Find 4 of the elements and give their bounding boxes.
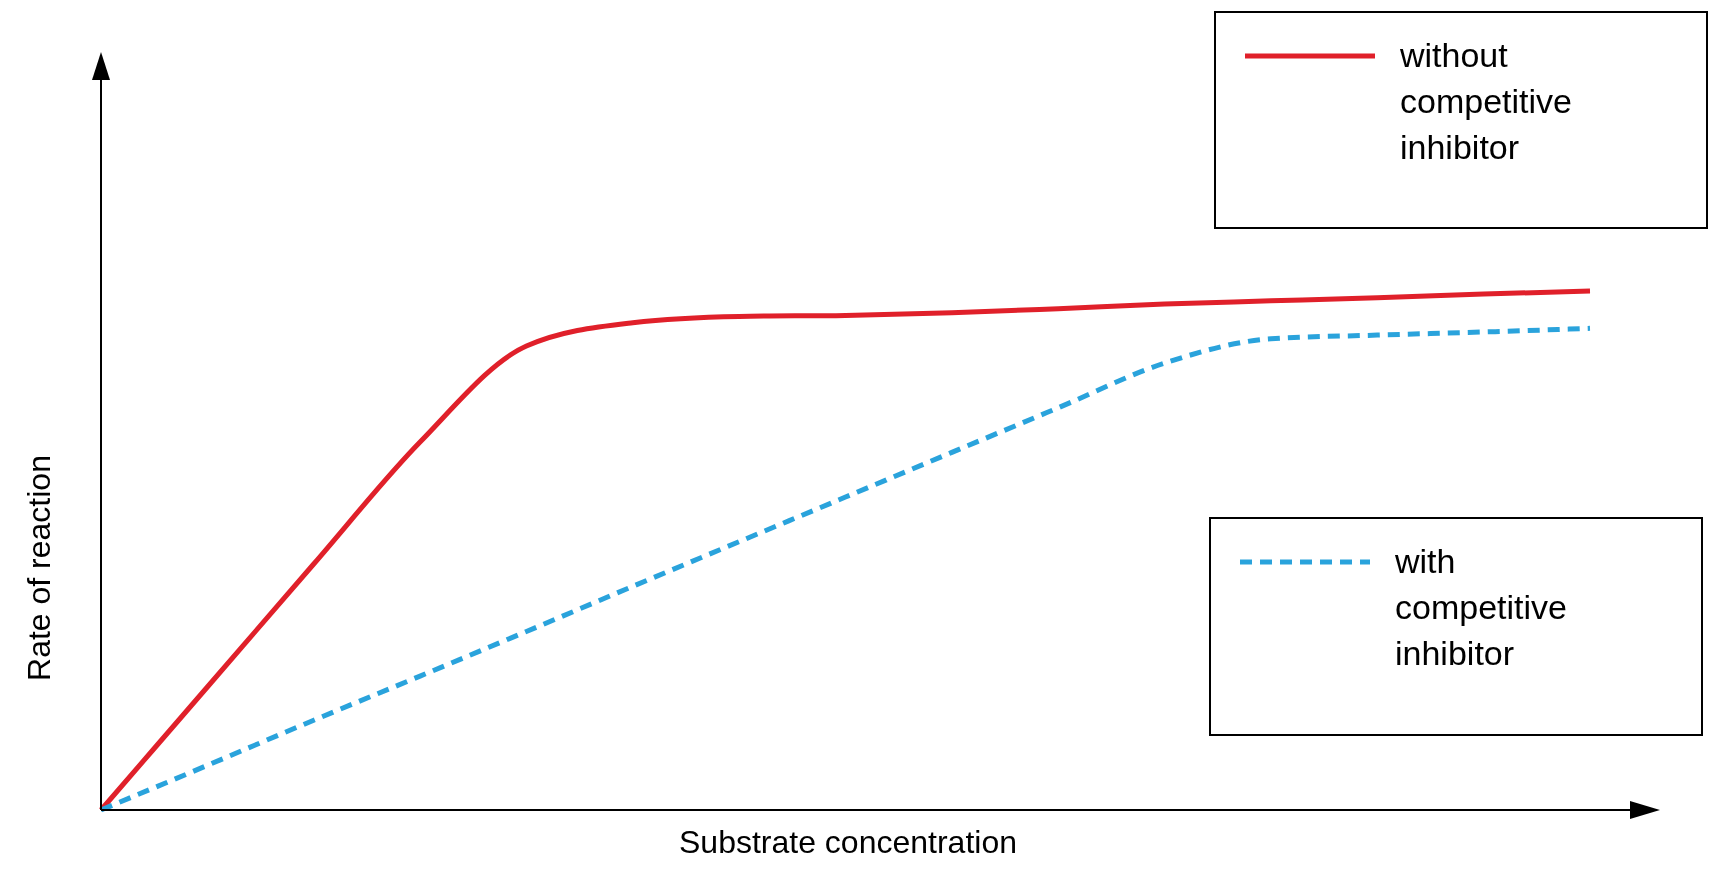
legend-label: with competitive inhibitor xyxy=(1394,542,1567,672)
x-axis-title: Substrate concentration xyxy=(679,824,1017,860)
y-axis-title: Rate of reaction xyxy=(21,455,57,681)
legend-label: without competitive inhibitor xyxy=(1399,36,1572,166)
